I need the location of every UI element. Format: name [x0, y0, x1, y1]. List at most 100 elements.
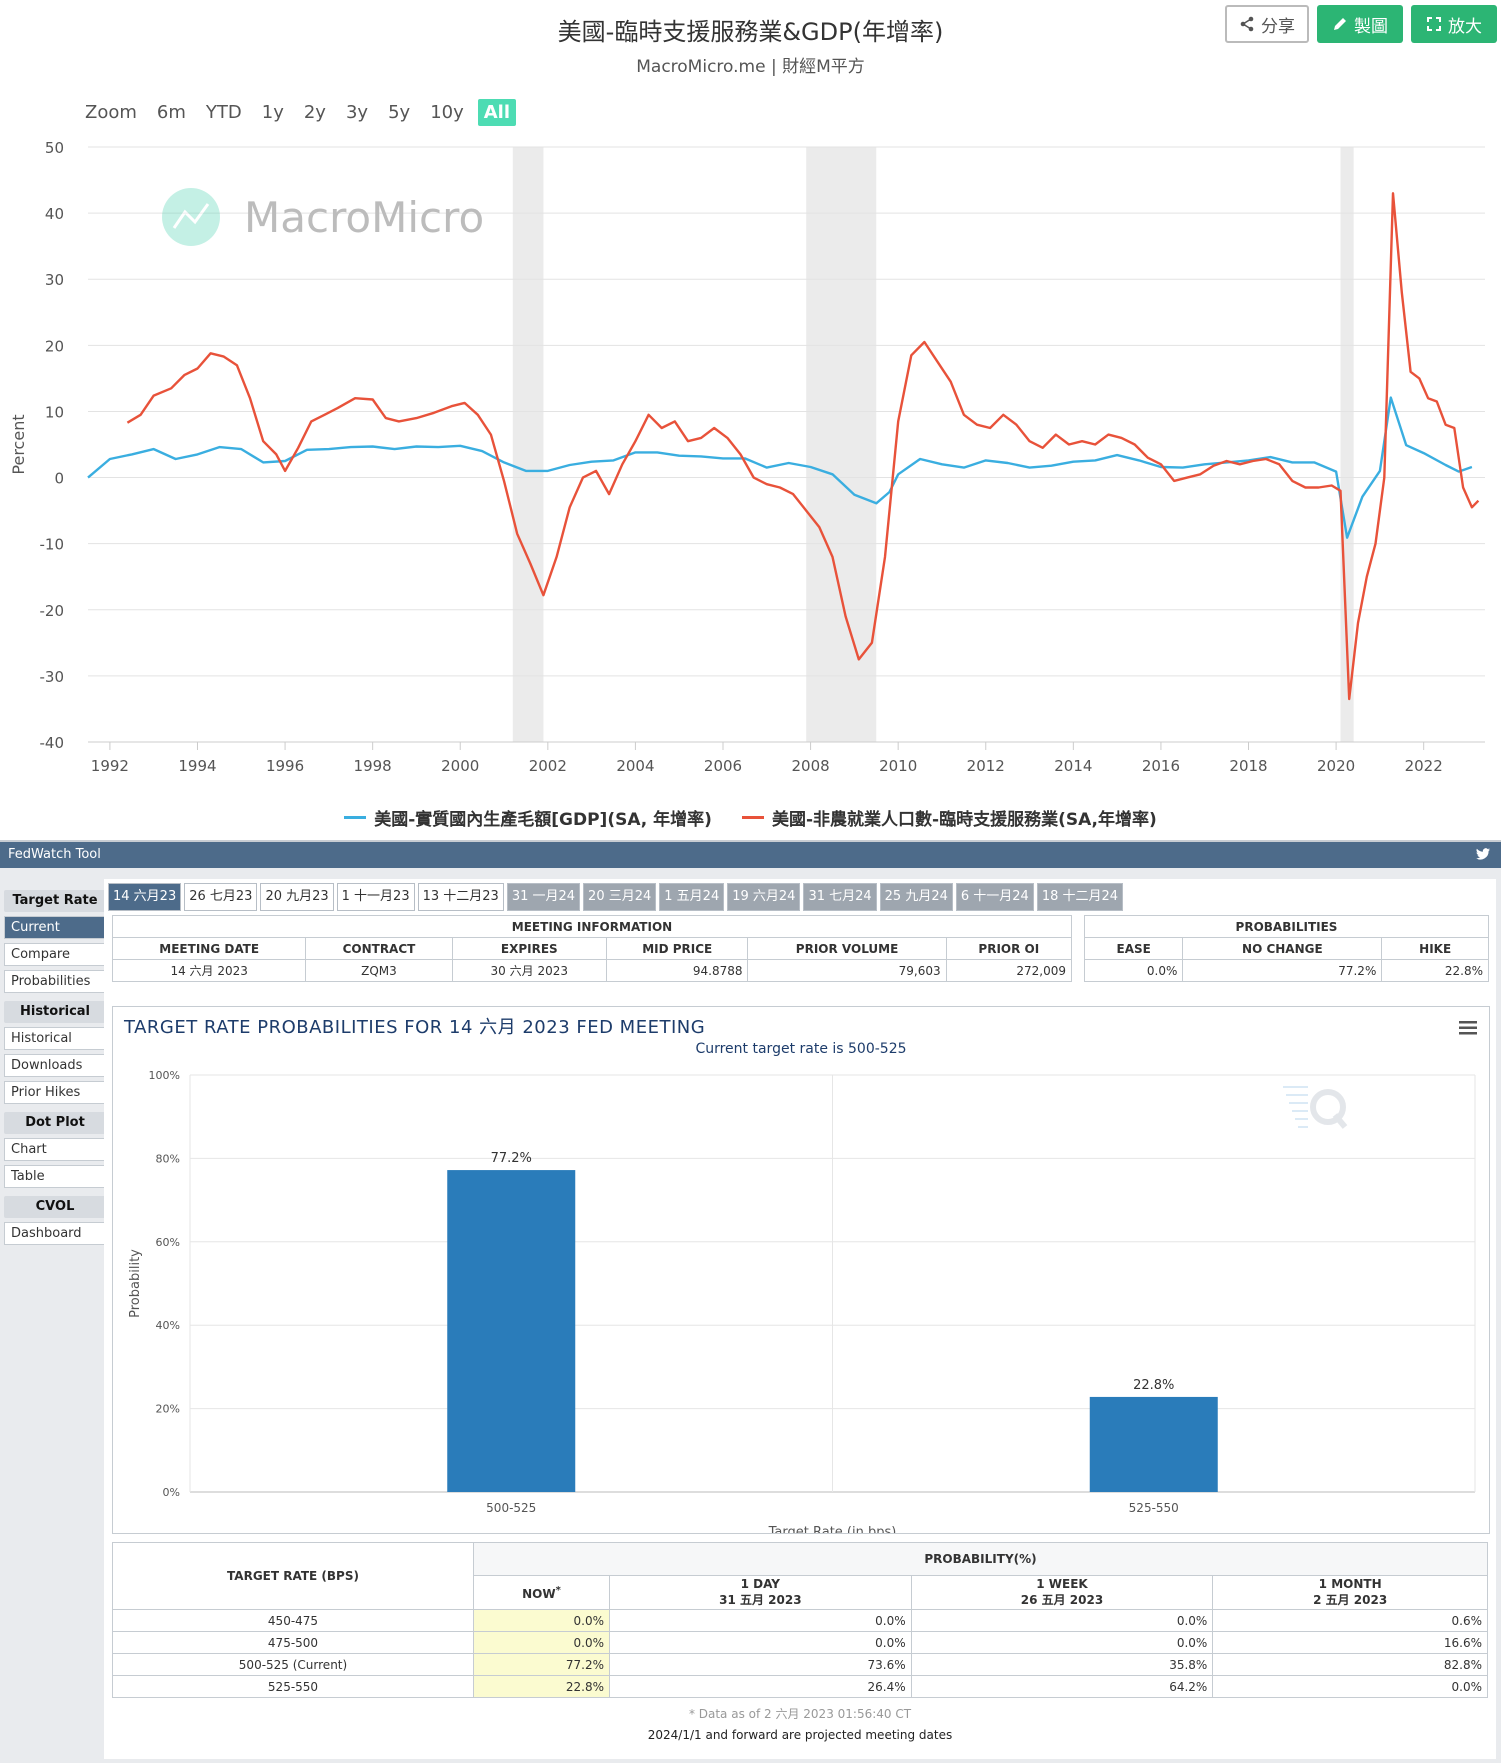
cell-1-week: 0.0% [910, 1609, 1214, 1632]
y-tick-label: 20 [45, 337, 64, 355]
cell-rate: 450-475 [112, 1609, 474, 1632]
y-tick-label: 40 [45, 205, 64, 223]
col-prior-oi: PRIOR OI [945, 937, 1073, 960]
col-1-day: 1 DAY 31 五月 2023 [609, 1575, 912, 1610]
table-row: 525-550 22.8% 26.4% 64.2% 0.0% [112, 1675, 1488, 1698]
x-tick-label: 2002 [529, 757, 567, 775]
zoom-6m-button[interactable]: 6m [156, 102, 186, 123]
recession-band [512, 147, 544, 742]
zoom-ytd-button[interactable]: YTD [205, 102, 242, 123]
x-tick-label: 2008 [791, 757, 829, 775]
series-line-temp-services[interactable] [126, 192, 1480, 701]
probabilities-table: PROBABILITIES EASE NO CHANGE HIKE 0.0% 7… [1083, 915, 1489, 982]
meeting-tab[interactable]: 14 六月23 [108, 883, 182, 911]
sidebar-item-dashboard[interactable]: Dashboard [4, 1222, 106, 1245]
col-target-rate: TARGET RATE (BPS) [112, 1542, 474, 1610]
sidebar-group-target-rate: Target Rate [4, 890, 106, 912]
legend-item-gdp[interactable]: 美國-實質國內生產毛額[GDP](SA, 年增率) [344, 805, 712, 830]
col-1-week-date: 26 五月 2023 [1020, 1593, 1104, 1607]
meeting-tab[interactable]: 1 十一月23 [336, 883, 415, 911]
share-label: 分享 [1261, 16, 1295, 37]
meeting-tab[interactable]: 31 七月24 [803, 883, 877, 911]
probability-bar[interactable] [447, 1170, 576, 1492]
probability-history-table: TARGET RATE (BPS) PROBABILITY(%) NOW* 1 … [112, 1542, 1488, 1698]
fedwatch-main: 14 六月23 26 七月23 20 九月23 1 十一月23 13 十二月23 31 一… [104, 879, 1496, 1759]
x-tick-label: 2016 [1142, 757, 1180, 775]
meeting-tab[interactable]: 20 九月23 [260, 883, 334, 911]
zoom-1y-button[interactable]: 1y [261, 102, 284, 123]
y-tick-label: 50 [45, 139, 64, 157]
y-tick-label: -20 [40, 602, 65, 620]
cell-1-week: 35.8% [910, 1653, 1214, 1676]
fedwatch-title: FedWatch Tool [8, 847, 101, 862]
series-line-gdp[interactable] [87, 396, 1473, 539]
draw-chart-button[interactable]: 製圖 [1317, 5, 1403, 43]
x-tick-label: 2022 [1405, 757, 1443, 775]
cell-now: 0.0% [473, 1609, 610, 1632]
meeting-tab[interactable]: 1 五月24 [659, 883, 725, 911]
sidebar-item-historical[interactable]: Historical [4, 1027, 106, 1050]
hamburger-menu-icon[interactable] [1459, 1021, 1477, 1035]
meeting-tab[interactable]: 31 一月24 [506, 883, 581, 911]
probability-chart-box: 0% 20% 40% 60% 80% 100% 77.2% 500-525 22.8% 525-5… [112, 1006, 1490, 1534]
fedwatch-sidebar: Target Rate Current Compare Probabilitie… [4, 882, 106, 1245]
cell-1-month: 82.8% [1212, 1653, 1488, 1676]
cell-mid-price: 94.8788 [605, 959, 749, 982]
cell-1-day: 0.0% [609, 1631, 912, 1654]
y-tick-label: -30 [40, 668, 65, 686]
meeting-tab[interactable]: 25 九月24 [879, 883, 953, 911]
zoom-all-button[interactable]: All [477, 99, 517, 126]
table-row: 500-525 (Current) 77.2% 73.6% 35.8% 82.8… [112, 1653, 1488, 1676]
y-axis-title: Percent [9, 414, 28, 474]
cell-rate: 525-550 [112, 1675, 474, 1698]
sidebar-item-prior-hikes[interactable]: Prior Hikes [4, 1081, 106, 1104]
table-row: 450-475 0.0% 0.0% 0.0% 0.6% [112, 1609, 1488, 1632]
probability-bar[interactable] [1089, 1396, 1218, 1492]
col-meeting-date: MEETING DATE [111, 937, 307, 960]
projected-dates-note: 2024/1/1 and forward are projected meeti… [647, 1728, 953, 1742]
col-1-month: 1 MONTH 2 五月 2023 [1212, 1575, 1488, 1610]
col-hike: HIKE [1381, 937, 1489, 960]
meeting-tab[interactable]: 26 七月23 [184, 883, 258, 911]
meeting-tab[interactable]: 19 六月24 [727, 883, 801, 911]
zoom-2y-button[interactable]: 2y [303, 102, 326, 123]
sidebar-item-current[interactable]: Current [4, 916, 106, 939]
twitter-icon[interactable] [1475, 846, 1491, 862]
cell-rate: 500-525 (Current) [112, 1653, 474, 1676]
bar-chart-subtitle: Current target rate is 500-525 [695, 1041, 907, 1057]
x-tick-label: 2010 [879, 757, 917, 775]
bar-chart-title: TARGET RATE PROBABILITIES FOR 14 六月 2023… [124, 1017, 706, 1038]
sidebar-item-table[interactable]: Table [4, 1165, 106, 1188]
sidebar-item-probabilities[interactable]: Probabilities [4, 970, 106, 993]
x-tick-label: 2014 [1054, 757, 1092, 775]
recession-band [806, 147, 877, 742]
share-icon [1240, 16, 1254, 32]
zoom-5y-button[interactable]: 5y [388, 102, 411, 123]
y-tick-label: 100% [149, 1069, 180, 1082]
cell-1-day: 73.6% [609, 1653, 912, 1676]
expand-button[interactable]: 放大 [1411, 5, 1497, 43]
legend-item-temp[interactable]: 美國-非農就業人口數-臨時支援服務業(SA,年增率) [741, 805, 1157, 830]
meeting-tab[interactable]: 20 三月24 [583, 883, 657, 911]
col-1-month-date: 2 五月 2023 [1313, 1593, 1388, 1607]
cell-1-month: 16.6% [1212, 1631, 1488, 1654]
sidebar-item-chart[interactable]: Chart [4, 1138, 106, 1161]
zoom-label: Zoom [85, 102, 137, 123]
x-tick-label: 1996 [266, 757, 304, 775]
cell-ease: 0.0% [1083, 959, 1184, 982]
zoom-3y-button[interactable]: 3y [345, 102, 369, 123]
macromicro-logo [162, 188, 220, 246]
share-button[interactable]: 分享 [1225, 5, 1309, 43]
meeting-tab[interactable]: 18 十二月24 [1036, 883, 1124, 911]
meeting-tab[interactable]: 13 十二月23 [417, 883, 504, 911]
zoom-10y-button[interactable]: 10y [430, 102, 464, 123]
cell-1-week: 0.0% [910, 1631, 1214, 1654]
col-1-day-label: 1 DAY [740, 1577, 780, 1591]
sidebar-item-downloads[interactable]: Downloads [4, 1054, 106, 1077]
cell-no-change: 77.2% [1182, 959, 1383, 982]
meeting-tab[interactable]: 6 十一月24 [955, 883, 1034, 911]
sidebar-group-dot-plot: Dot Plot [4, 1112, 106, 1134]
cell-prior-volume: 79,603 [747, 959, 947, 982]
sidebar-group-historical: Historical [4, 1001, 106, 1023]
sidebar-item-compare[interactable]: Compare [4, 943, 106, 966]
